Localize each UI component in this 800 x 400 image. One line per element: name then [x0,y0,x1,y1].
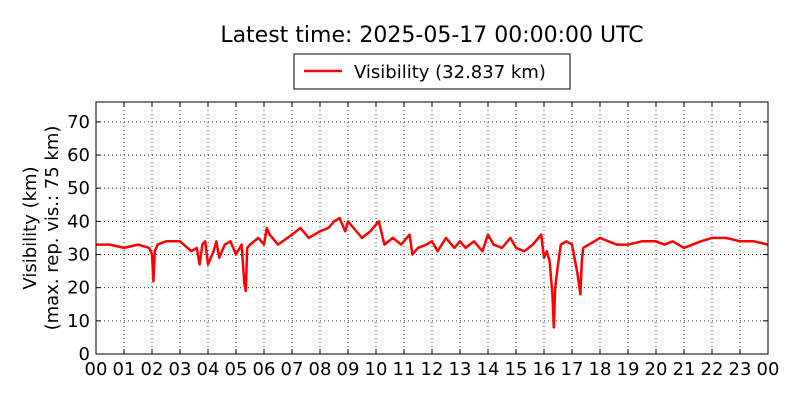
x-tick-label: 20 [645,359,668,380]
y-tick-labels: 0 10 20 30 40 50 60 70 [67,112,90,365]
y-tick-label: 30 [67,245,90,266]
series-line [96,216,769,329]
y-axis-label-line-2: (max. rep. vis.: 75 km) [42,126,63,331]
x-tick-label: 15 [505,359,528,380]
x-tick-label: 13 [449,359,472,380]
x-tick-label: 07 [281,359,304,380]
x-tick-label: 12 [421,359,444,380]
x-tick-label: 04 [197,359,220,380]
y-tick-label: 20 [67,278,90,299]
x-tick-label: 10 [365,359,388,380]
y-tick-label: 10 [67,311,90,332]
y-tick-label: 40 [67,211,90,232]
x-tick-label: 19 [617,359,640,380]
x-tick-label: 08 [309,359,332,380]
x-tick-label: 16 [533,359,556,380]
x-tick-label: 01 [113,359,136,380]
y-tick-label: 60 [67,145,90,166]
x-tick-label: 22 [701,359,724,380]
series-layer [96,216,769,329]
x-tick-label: 00 [757,359,780,380]
y-tick-label: 70 [67,112,90,133]
x-tick-label: 17 [561,359,584,380]
x-tick-label: 23 [729,359,752,380]
x-tick-label: 14 [477,359,500,380]
y-tick-label: 50 [67,178,90,199]
plot-frame [95,101,769,355]
chart-legend: Visibility (32.837 km) [293,53,571,90]
x-tick-labels: 00 01 02 03 04 05 06 07 08 09 10 11 12 13 14 15 16 17 18 19… [85,359,780,380]
x-tick-label: 06 [253,359,276,380]
x-tick-label: 11 [393,359,416,380]
x-tick-label: 05 [225,359,248,380]
legend-series-label: Visibility (32.837 km) [354,62,546,83]
x-tick-label: 02 [141,359,164,380]
chart-grid [95,102,769,355]
x-tick-label: 21 [673,359,696,380]
x-tick-label: 09 [337,359,360,380]
x-tick-label: 03 [169,359,192,380]
y-axis-label-line-1: Visibility (km) [20,166,41,289]
chart-axes [95,101,769,355]
chart-title: Latest time: 2025-05-17 00:00:00 UTC [220,23,643,48]
x-tick-label: 18 [589,359,612,380]
y-tick-label: 0 [79,344,90,365]
x-tick-label: 00 [85,359,108,380]
